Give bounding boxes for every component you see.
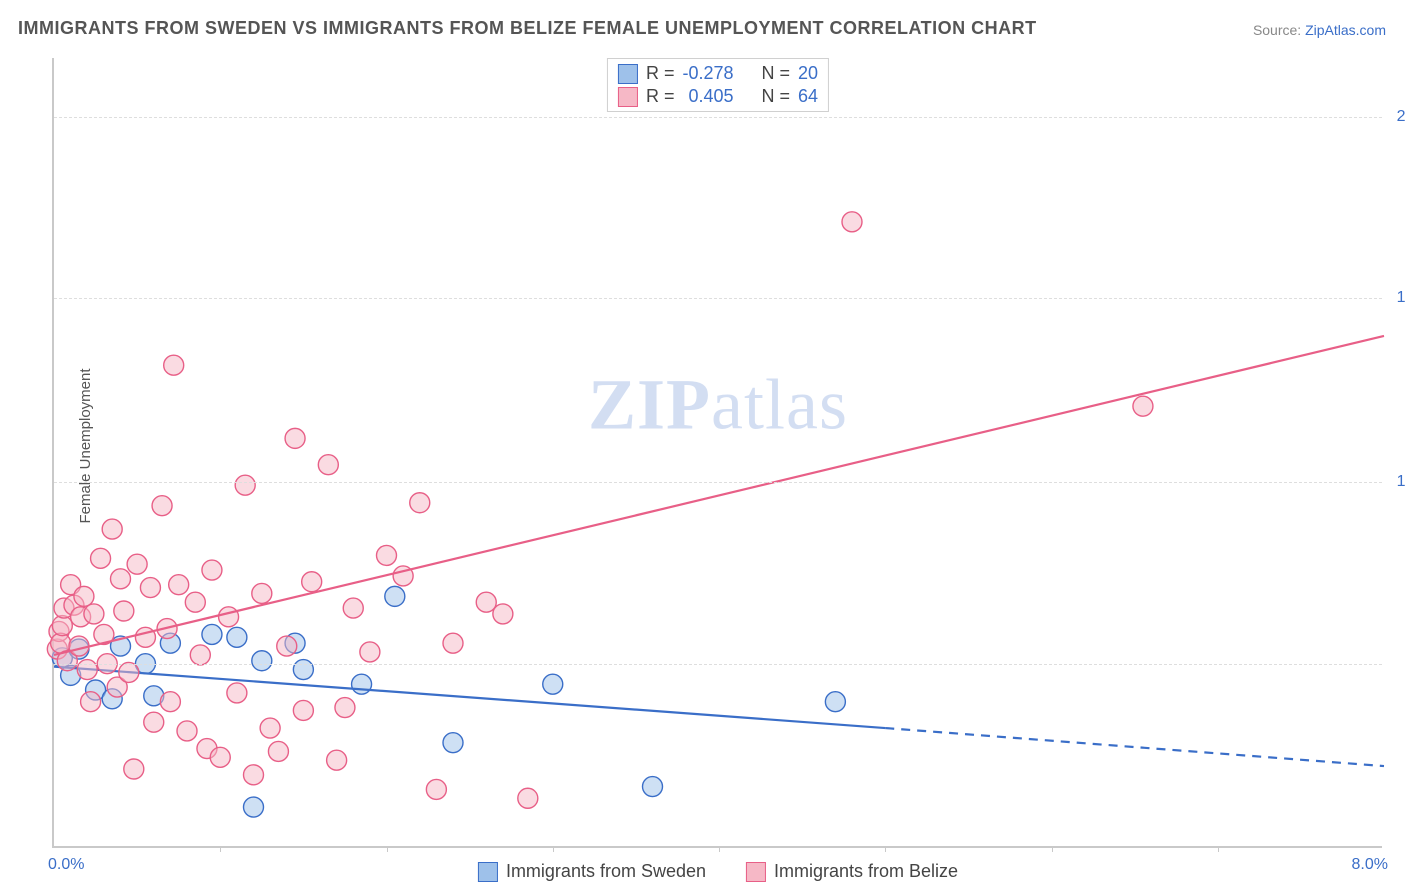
data-point xyxy=(74,586,94,606)
data-point xyxy=(493,604,513,624)
data-point xyxy=(144,712,164,732)
data-point xyxy=(252,583,272,603)
x-tick-min: 0.0% xyxy=(48,856,84,874)
legend-series: Immigrants from Sweden Immigrants from B… xyxy=(478,861,958,882)
data-point xyxy=(202,624,222,644)
data-point xyxy=(302,572,322,592)
data-point xyxy=(343,598,363,618)
data-point xyxy=(124,759,144,779)
plot-svg xyxy=(54,58,1382,846)
data-point xyxy=(842,212,862,232)
swatch-belize-b xyxy=(746,862,766,882)
data-point xyxy=(327,750,347,770)
gridline xyxy=(54,664,1382,665)
legend-item-belize: Immigrants from Belize xyxy=(746,861,958,882)
gridline xyxy=(54,117,1382,118)
data-point xyxy=(277,636,297,656)
data-point xyxy=(352,674,372,694)
gridline xyxy=(54,298,1382,299)
data-point xyxy=(190,645,210,665)
legend-stats: R = -0.278 N = 20 R = 0.405 N = 64 xyxy=(607,58,829,112)
data-point xyxy=(293,700,313,720)
legend-stats-row-belize: R = 0.405 N = 64 xyxy=(618,86,818,107)
swatch-sweden xyxy=(618,64,638,84)
x-tick-mark xyxy=(387,846,388,852)
data-point xyxy=(111,569,131,589)
data-point xyxy=(1133,396,1153,416)
data-point xyxy=(235,475,255,495)
data-point xyxy=(293,660,313,680)
regression-line xyxy=(54,336,1384,655)
data-point xyxy=(84,604,104,624)
y-tick-label: 25.0% xyxy=(1397,108,1406,126)
data-point xyxy=(443,633,463,653)
data-point xyxy=(476,592,496,612)
data-point xyxy=(119,662,139,682)
data-point xyxy=(410,493,430,513)
data-point xyxy=(543,674,563,694)
x-tick-max: 8.0% xyxy=(1352,856,1388,874)
x-tick-mark xyxy=(553,846,554,852)
plot-area: ZIPatlas R = -0.278 N = 20 R = 0.405 N =… xyxy=(52,58,1382,848)
data-point xyxy=(318,455,338,475)
data-point xyxy=(91,548,111,568)
data-point xyxy=(185,592,205,612)
chart-title: IMMIGRANTS FROM SWEDEN VS IMMIGRANTS FRO… xyxy=(18,18,1037,39)
x-tick-mark xyxy=(1218,846,1219,852)
data-point xyxy=(160,692,180,712)
data-point xyxy=(252,651,272,671)
swatch-belize xyxy=(618,87,638,107)
source-link[interactable]: ZipAtlas.com xyxy=(1305,22,1386,38)
swatch-sweden-b xyxy=(478,862,498,882)
gridline xyxy=(54,482,1382,483)
data-point xyxy=(164,355,184,375)
data-point xyxy=(210,747,230,767)
data-point xyxy=(285,428,305,448)
data-point xyxy=(77,660,97,680)
data-point xyxy=(518,788,538,808)
data-point xyxy=(426,779,446,799)
data-point xyxy=(227,683,247,703)
legend-stats-row-sweden: R = -0.278 N = 20 xyxy=(618,63,818,84)
source-label: Source: ZipAtlas.com xyxy=(1253,22,1386,38)
data-point xyxy=(643,777,663,797)
x-tick-mark xyxy=(1052,846,1053,852)
data-point xyxy=(385,586,405,606)
data-point xyxy=(202,560,222,580)
y-tick-label: 12.5% xyxy=(1397,473,1406,491)
data-point xyxy=(127,554,147,574)
data-point xyxy=(825,692,845,712)
data-point xyxy=(244,765,264,785)
data-point xyxy=(443,733,463,753)
data-point xyxy=(360,642,380,662)
data-point xyxy=(260,718,280,738)
data-point xyxy=(335,698,355,718)
data-point xyxy=(81,692,101,712)
data-point xyxy=(377,545,397,565)
data-point xyxy=(114,601,134,621)
data-point xyxy=(268,741,288,761)
data-point xyxy=(219,607,239,627)
x-tick-mark xyxy=(719,846,720,852)
data-point xyxy=(102,519,122,539)
data-point xyxy=(169,575,189,595)
x-tick-mark xyxy=(220,846,221,852)
data-point xyxy=(177,721,197,741)
y-tick-label: 18.8% xyxy=(1397,289,1406,307)
legend-item-sweden: Immigrants from Sweden xyxy=(478,861,706,882)
data-point xyxy=(152,496,172,516)
data-point xyxy=(227,627,247,647)
regression-line-ext xyxy=(885,728,1384,766)
data-point xyxy=(140,578,160,598)
data-point xyxy=(244,797,264,817)
x-tick-mark xyxy=(885,846,886,852)
